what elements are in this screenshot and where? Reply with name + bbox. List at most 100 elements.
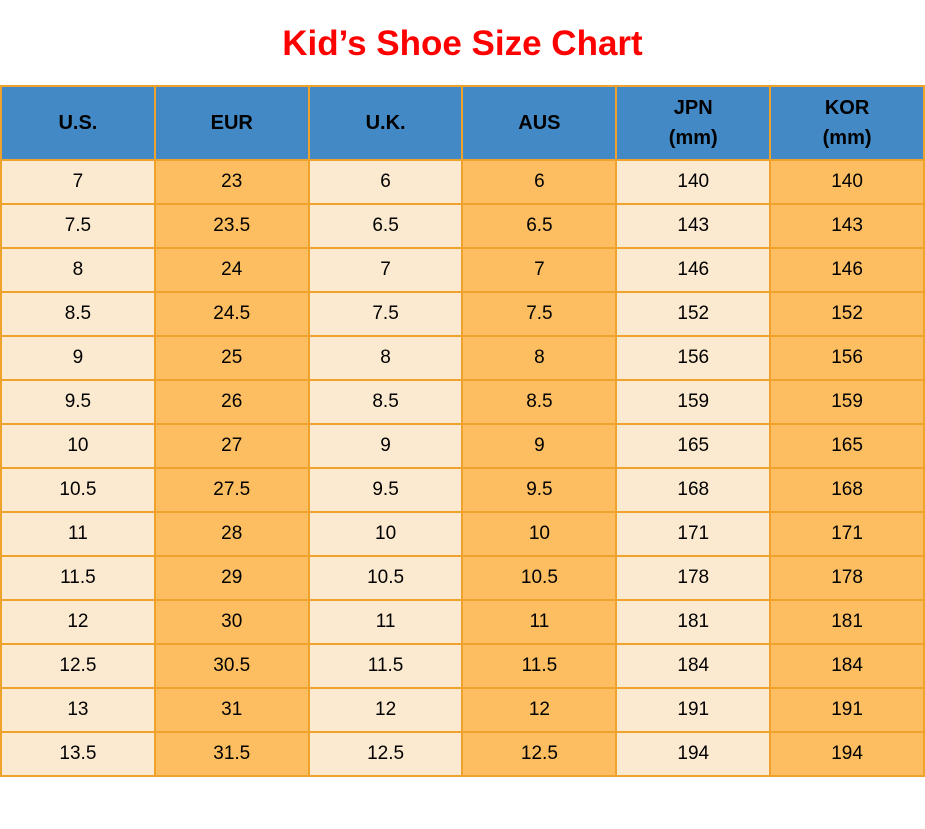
- cell-jpn: 178: [615, 555, 772, 601]
- table-row: 8 24 7 7 146 146: [0, 247, 925, 293]
- cell-uk: 9: [307, 423, 464, 469]
- cell-us: 11: [0, 511, 156, 557]
- cell-us: 9: [0, 335, 156, 381]
- cell-uk: 8: [307, 335, 464, 381]
- cell-jpn: 143: [615, 203, 772, 249]
- cell-uk: 7: [307, 247, 464, 293]
- cell-kor: 165: [769, 423, 925, 469]
- table-row: 13.5 31.5 12.5 12.5 194 194: [0, 731, 925, 777]
- cell-kor: 159: [769, 379, 925, 425]
- cell-kor: 140: [769, 159, 925, 205]
- cell-uk: 11: [307, 599, 464, 645]
- cell-aus: 9: [461, 423, 618, 469]
- header-eur: EUR: [153, 85, 310, 161]
- table-row: 7 23 6 6 140 140: [0, 159, 925, 205]
- cell-aus: 9.5: [461, 467, 618, 513]
- cell-us: 13: [0, 687, 156, 733]
- cell-eur: 31.5: [153, 731, 310, 777]
- cell-aus: 8.5: [461, 379, 618, 425]
- cell-eur: 30.5: [153, 643, 310, 689]
- cell-uk: 7.5: [307, 291, 464, 337]
- table-row: 12.5 30.5 11.5 11.5 184 184: [0, 643, 925, 689]
- table-header: U.S. EUR U.K. AUS JPN (mm) KOR (mm): [0, 85, 925, 161]
- cell-eur: 24.5: [153, 291, 310, 337]
- cell-kor: 184: [769, 643, 925, 689]
- cell-aus: 7.5: [461, 291, 618, 337]
- cell-aus: 12: [461, 687, 618, 733]
- cell-jpn: 181: [615, 599, 772, 645]
- cell-jpn: 168: [615, 467, 772, 513]
- cell-aus: 11.5: [461, 643, 618, 689]
- cell-jpn: 191: [615, 687, 772, 733]
- table-row: 8.5 24.5 7.5 7.5 152 152: [0, 291, 925, 337]
- cell-eur: 29: [153, 555, 310, 601]
- cell-aus: 10.5: [461, 555, 618, 601]
- cell-kor: 194: [769, 731, 925, 777]
- cell-eur: 25: [153, 335, 310, 381]
- cell-us: 10.5: [0, 467, 156, 513]
- cell-us: 13.5: [0, 731, 156, 777]
- cell-aus: 7: [461, 247, 618, 293]
- header-row: U.S. EUR U.K. AUS JPN (mm) KOR (mm): [0, 85, 925, 161]
- cell-kor: 178: [769, 555, 925, 601]
- table-row: 7.5 23.5 6.5 6.5 143 143: [0, 203, 925, 249]
- cell-jpn: 140: [615, 159, 772, 205]
- table-row: 10.5 27.5 9.5 9.5 168 168: [0, 467, 925, 513]
- header-uk: U.K.: [307, 85, 464, 161]
- cell-jpn: 152: [615, 291, 772, 337]
- cell-eur: 30: [153, 599, 310, 645]
- header-kor: KOR (mm): [769, 85, 925, 161]
- cell-jpn: 194: [615, 731, 772, 777]
- page: Kid’s Shoe Size Chart U.S. EUR U.K. AUS …: [0, 14, 925, 777]
- table-row: 13 31 12 12 191 191: [0, 687, 925, 733]
- cell-kor: 171: [769, 511, 925, 557]
- cell-aus: 11: [461, 599, 618, 645]
- cell-us: 12: [0, 599, 156, 645]
- cell-kor: 168: [769, 467, 925, 513]
- cell-aus: 12.5: [461, 731, 618, 777]
- cell-kor: 146: [769, 247, 925, 293]
- cell-us: 10: [0, 423, 156, 469]
- cell-eur: 24: [153, 247, 310, 293]
- cell-uk: 10: [307, 511, 464, 557]
- cell-uk: 6.5: [307, 203, 464, 249]
- cell-kor: 156: [769, 335, 925, 381]
- cell-aus: 6: [461, 159, 618, 205]
- cell-us: 11.5: [0, 555, 156, 601]
- cell-eur: 23.5: [153, 203, 310, 249]
- cell-eur: 27: [153, 423, 310, 469]
- table-row: 10 27 9 9 165 165: [0, 423, 925, 469]
- cell-aus: 6.5: [461, 203, 618, 249]
- table-body: 7 23 6 6 140 140 7.5 23.5 6.5 6.5 143 143 8 24 7 7 146 14…: [0, 159, 925, 777]
- cell-jpn: 171: [615, 511, 772, 557]
- cell-uk: 10.5: [307, 555, 464, 601]
- shoe-size-table: U.S. EUR U.K. AUS JPN (mm) KOR (mm) 7 23 6…: [0, 85, 925, 777]
- cell-aus: 8: [461, 335, 618, 381]
- cell-us: 9.5: [0, 379, 156, 425]
- cell-eur: 28: [153, 511, 310, 557]
- header-jpn: JPN (mm): [615, 85, 772, 161]
- cell-aus: 10: [461, 511, 618, 557]
- cell-kor: 152: [769, 291, 925, 337]
- cell-jpn: 159: [615, 379, 772, 425]
- cell-uk: 8.5: [307, 379, 464, 425]
- table-row: 9.5 26 8.5 8.5 159 159: [0, 379, 925, 425]
- cell-eur: 27.5: [153, 467, 310, 513]
- cell-jpn: 184: [615, 643, 772, 689]
- table-row: 9 25 8 8 156 156: [0, 335, 925, 381]
- cell-eur: 26: [153, 379, 310, 425]
- table-row: 11 28 10 10 171 171: [0, 511, 925, 557]
- table-row: 12 30 11 11 181 181: [0, 599, 925, 645]
- table-row: 11.5 29 10.5 10.5 178 178: [0, 555, 925, 601]
- cell-uk: 11.5: [307, 643, 464, 689]
- cell-uk: 9.5: [307, 467, 464, 513]
- cell-jpn: 165: [615, 423, 772, 469]
- cell-eur: 23: [153, 159, 310, 205]
- cell-jpn: 156: [615, 335, 772, 381]
- header-aus: AUS: [461, 85, 618, 161]
- page-title: Kid’s Shoe Size Chart: [282, 24, 643, 63]
- cell-uk: 6: [307, 159, 464, 205]
- header-us: U.S.: [0, 85, 156, 161]
- cell-us: 12.5: [0, 643, 156, 689]
- cell-uk: 12.5: [307, 731, 464, 777]
